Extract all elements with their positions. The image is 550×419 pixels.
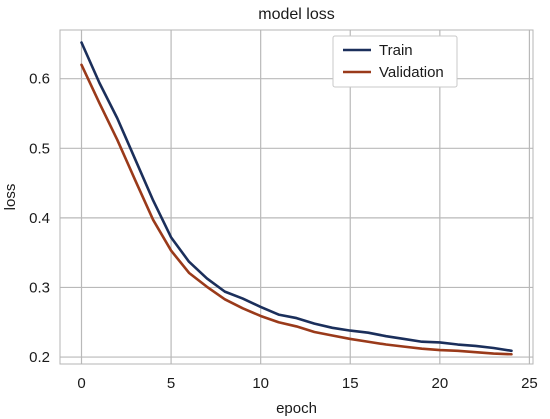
x-tick-label: 0 xyxy=(77,375,85,392)
series-line-validation xyxy=(80,63,513,356)
legend-entry: Train xyxy=(379,42,413,59)
x-tick-label: 20 xyxy=(431,375,448,392)
grid xyxy=(60,30,533,364)
chart-title: model loss xyxy=(258,6,334,23)
x-tick-label: 15 xyxy=(342,375,359,392)
legend-entry: Validation xyxy=(379,64,444,81)
y-tick-label: 0.5 xyxy=(29,140,50,157)
x-axis-label: epoch xyxy=(276,400,317,417)
x-tick-label: 25 xyxy=(521,375,538,392)
x-axis-ticks: 0 5 10 15 20 25 xyxy=(77,375,537,392)
series-layer xyxy=(80,41,513,356)
y-tick-label: 0.6 xyxy=(29,71,50,88)
series-line-train xyxy=(80,41,513,353)
legend: Train Validation xyxy=(332,35,458,88)
x-tick-label: 5 xyxy=(167,375,175,392)
plot-frame xyxy=(59,29,534,365)
y-axis-label: loss xyxy=(2,184,19,211)
y-tick-label: 0.4 xyxy=(29,210,50,227)
x-tick-label: 10 xyxy=(252,375,269,392)
y-tick-label: 0.2 xyxy=(29,349,50,366)
y-axis-ticks: 0.2 0.3 0.4 0.5 0.6 xyxy=(29,71,50,366)
y-tick-label: 0.3 xyxy=(29,279,50,296)
